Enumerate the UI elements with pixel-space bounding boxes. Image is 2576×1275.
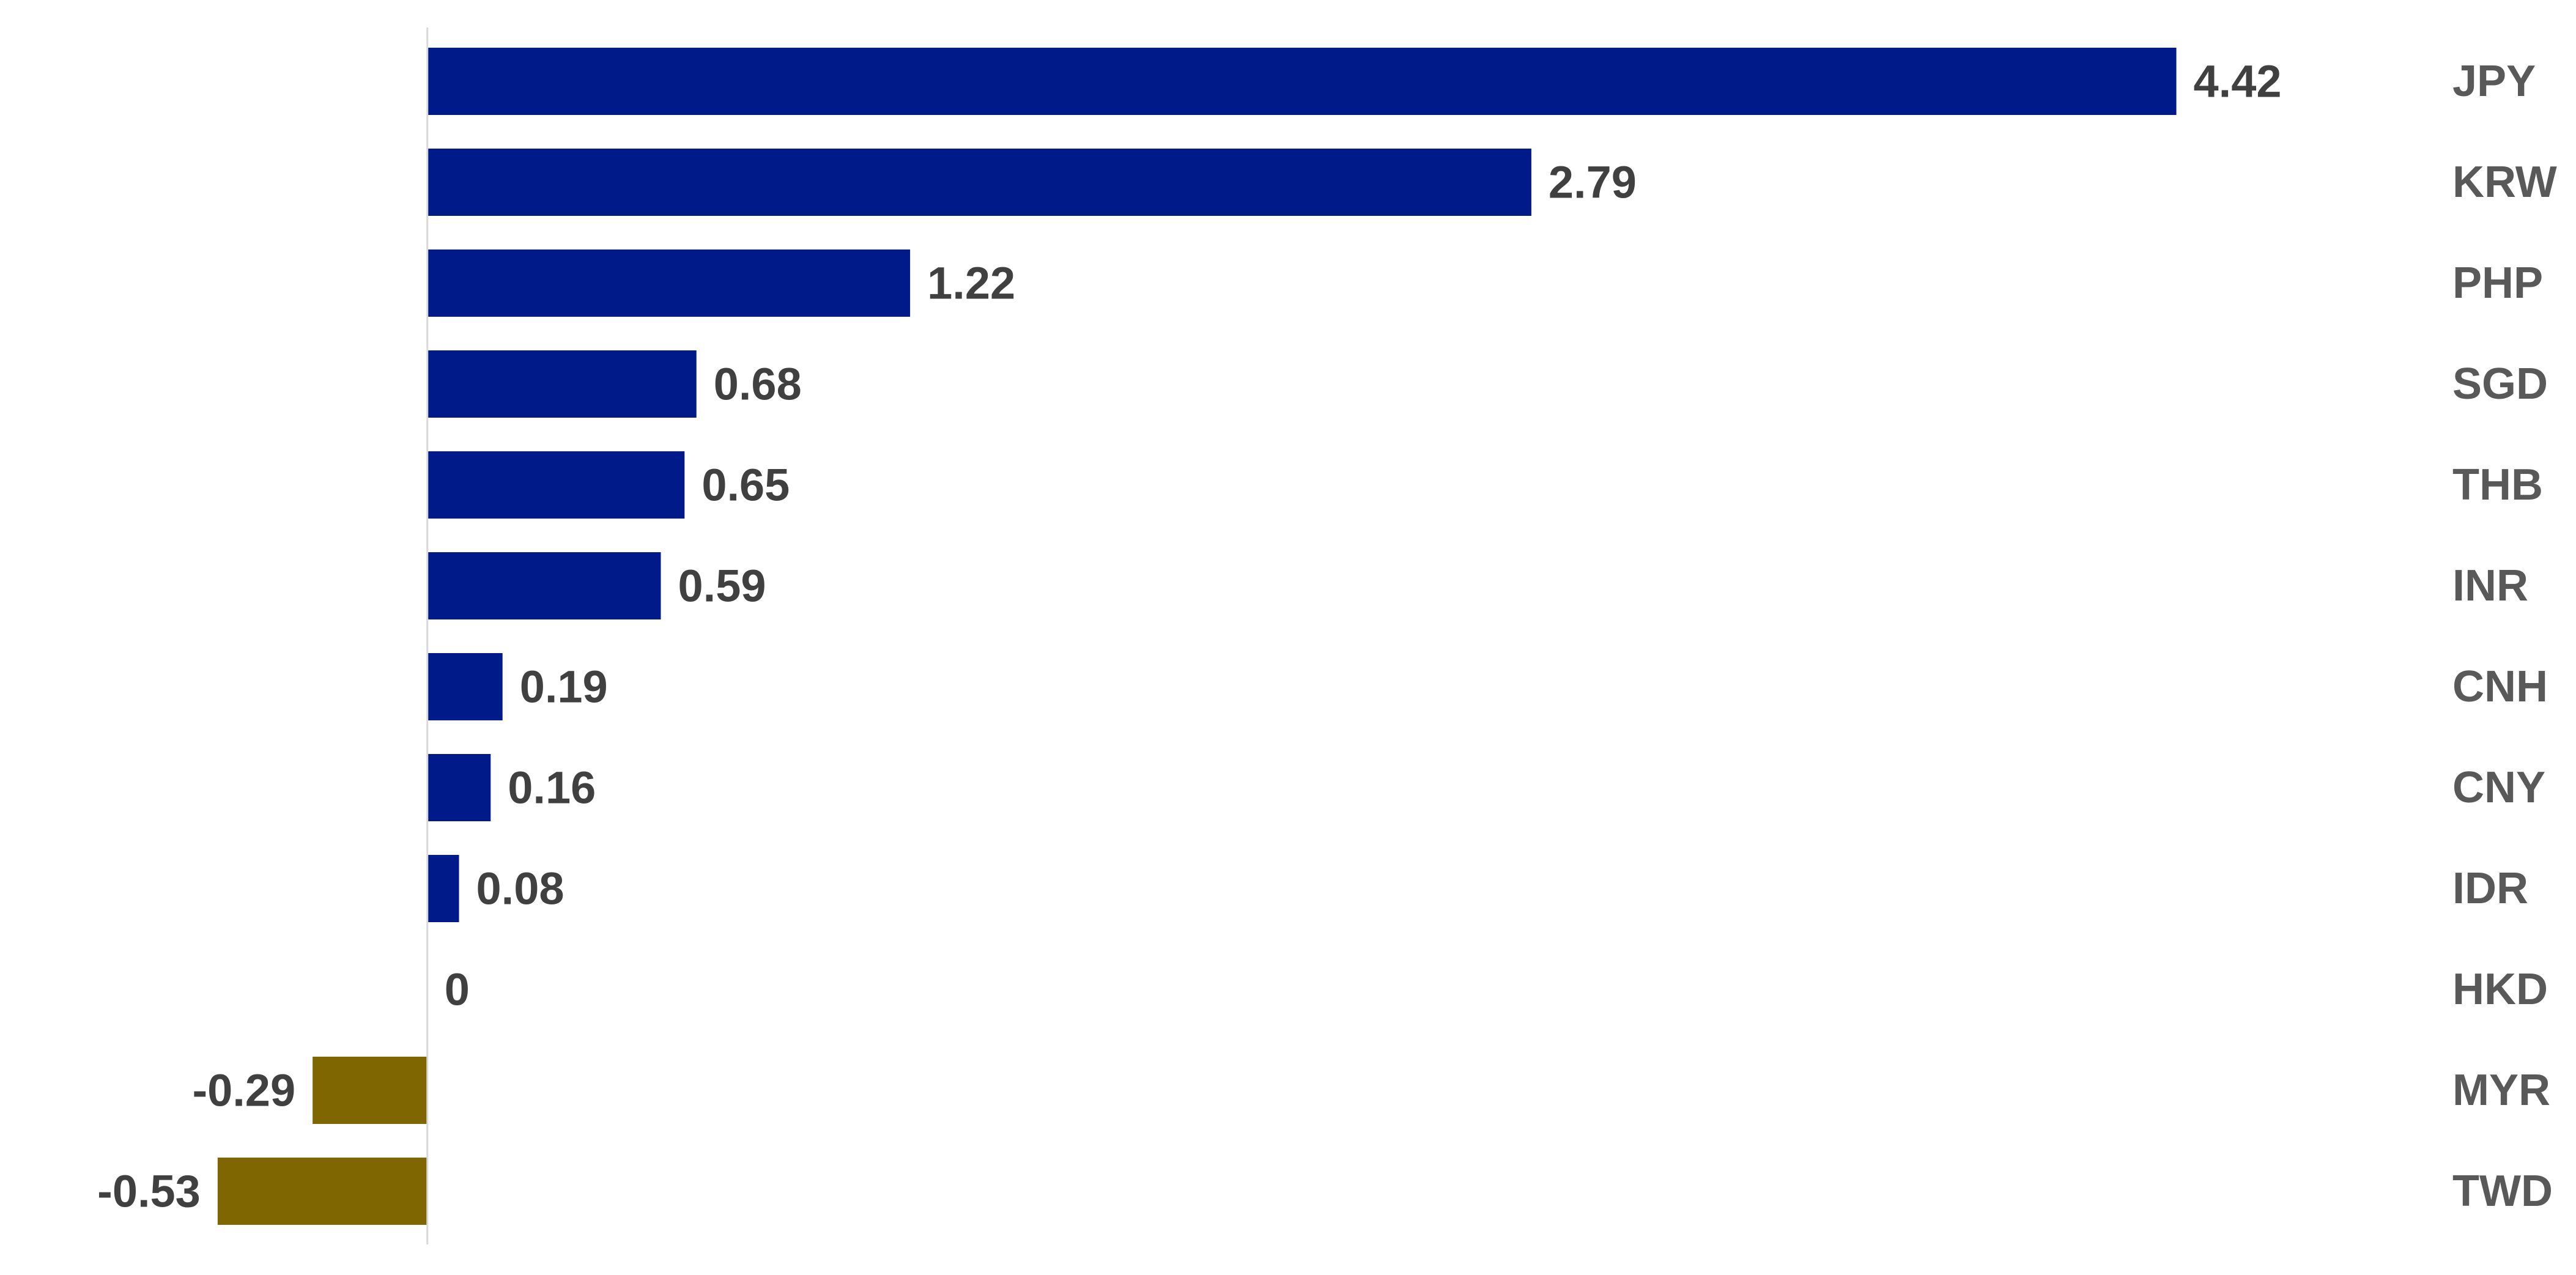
value-label-cnh: 0.19 [520, 662, 608, 712]
bar-jpy [427, 48, 2177, 115]
value-label-inr: 0.59 [678, 561, 766, 612]
bars-layer [217, 48, 2177, 1225]
value-label-krw: 2.79 [1549, 157, 1637, 208]
category-label-php: PHP [2452, 259, 2543, 308]
category-label-hkd: HKD [2452, 965, 2548, 1014]
category-labels-layer: JPY KRW PHP SGD THB INR CNH CNY IDR HKD MYR TWD [2452, 57, 2557, 1216]
bar-thb [427, 451, 685, 519]
bar-php [427, 249, 911, 317]
bar-inr [427, 552, 661, 619]
bar-myr [313, 1057, 427, 1124]
category-label-twd: TWD [2452, 1167, 2553, 1216]
value-label-php: 1.22 [927, 258, 1015, 309]
bar-cnh [427, 653, 503, 720]
value-label-sgd: 0.68 [714, 359, 802, 410]
value-label-twd: -0.53 [97, 1166, 201, 1217]
bar-twd [217, 1158, 427, 1225]
category-label-inr: INR [2452, 561, 2528, 610]
bar-idr [427, 855, 459, 922]
category-label-idr: IDR [2452, 864, 2528, 913]
category-label-krw: KRW [2452, 158, 2557, 207]
category-label-cnh: CNH [2452, 662, 2548, 711]
value-labels-layer: 4.42 2.79 1.22 0.68 0.65 0.59 0.19 0.16 0.080 -0.… [97, 56, 2281, 1217]
bar-cny [427, 754, 491, 821]
value-label-idr: 0.08 [476, 863, 564, 914]
category-label-sgd: SGD [2452, 360, 2548, 408]
bar-sgd [427, 350, 697, 418]
value-label-jpy: 4.42 [2194, 56, 2282, 107]
category-label-jpy: JPY [2452, 57, 2536, 106]
category-label-myr: MYR [2452, 1066, 2550, 1115]
value-label-thb: 0.65 [701, 460, 790, 511]
bar-krw [427, 149, 1531, 216]
value-label-cny: 0.16 [508, 763, 596, 813]
value-label-myr: -0.29 [192, 1065, 295, 1116]
value-label-hkd: 0 [445, 964, 470, 1015]
category-label-cny: CNY [2452, 763, 2545, 812]
category-label-thb: THB [2452, 460, 2543, 509]
